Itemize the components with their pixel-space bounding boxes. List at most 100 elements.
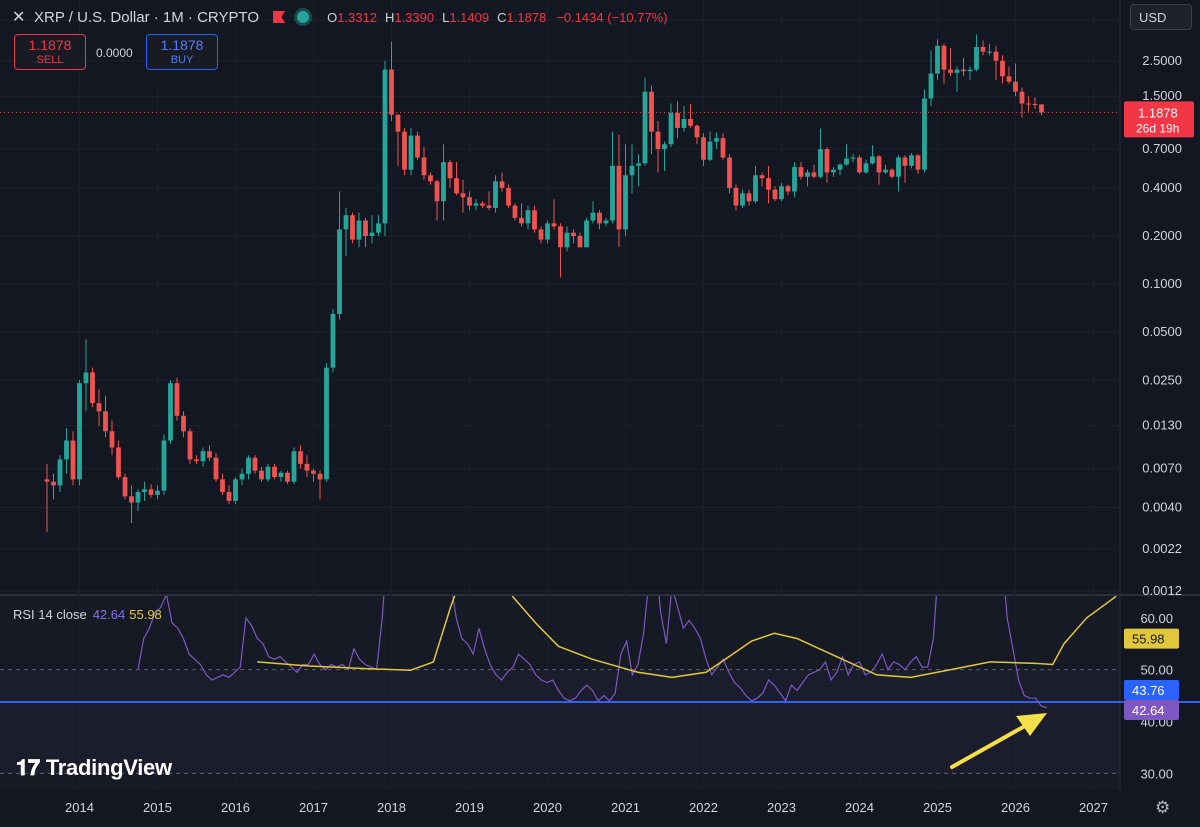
gear-icon[interactable]: ⚙	[1155, 798, 1171, 817]
candle-body	[408, 135, 414, 170]
symbol-title[interactable]: XRP / U.S. Dollar · 1M · CRYPTO	[34, 8, 260, 26]
candle-body	[974, 46, 979, 70]
candle-body	[655, 131, 661, 150]
rsi-line	[137, 596, 1048, 709]
candle-body	[993, 51, 999, 61]
candle-body	[415, 135, 420, 158]
candle-body	[772, 189, 778, 200]
candle-body	[610, 165, 615, 221]
candle-body	[857, 157, 862, 173]
candle-body	[727, 157, 732, 188]
price-tick-label: 0.7000	[1142, 141, 1182, 156]
candle-body	[473, 203, 479, 206]
candle-body	[597, 212, 602, 224]
candle-body	[545, 223, 550, 240]
price-tick-label: 0.2000	[1142, 228, 1182, 243]
candle-body	[519, 217, 524, 224]
candle-body	[376, 223, 381, 233]
candle-body	[720, 138, 726, 158]
brand-name: TradingView	[45, 755, 172, 780]
price-tick-label: 1.5000	[1142, 88, 1182, 103]
candle-body	[701, 137, 706, 160]
candle-body	[798, 167, 804, 177]
candle-body	[623, 175, 628, 230]
candle-body	[441, 162, 446, 202]
candle-body	[759, 175, 765, 179]
close-value: 1.1878	[506, 9, 547, 25]
candle-body	[252, 457, 258, 471]
price-tick-label: 0.0250	[1142, 372, 1182, 387]
candle-body	[824, 149, 830, 173]
sell-button[interactable]: 1.1878 SELL	[14, 34, 86, 70]
candle-body	[870, 156, 875, 164]
tradingview-logo[interactable]: 𝟏𝟕 TradingView	[16, 755, 172, 781]
low-value: 1.1409	[449, 9, 490, 25]
year-tick-label: 2023	[767, 800, 796, 815]
year-tick-label: 2016	[221, 800, 250, 815]
candle-body	[135, 492, 141, 503]
flag-icon[interactable]	[273, 11, 286, 23]
price-tick-label: 0.0012	[1142, 583, 1182, 598]
candle-body	[941, 45, 947, 70]
candle-body	[389, 69, 394, 115]
year-tick-label: 2014	[65, 800, 94, 815]
year-tick-label: 2025	[923, 800, 952, 815]
candle-body	[96, 403, 102, 412]
sell-label: SELL	[36, 54, 64, 66]
candle-body	[551, 223, 557, 227]
rsi-tick-label: 50.00	[1140, 663, 1173, 678]
candle-body	[831, 169, 836, 173]
candle-body	[246, 457, 251, 474]
candle-body	[785, 186, 791, 192]
candle-body	[876, 156, 882, 173]
candle-body	[753, 175, 758, 202]
candle-body	[844, 158, 849, 165]
candle-body	[564, 232, 570, 248]
price-tick-label: 0.0500	[1142, 324, 1182, 339]
candle-body	[662, 144, 667, 150]
candle-body	[616, 165, 622, 230]
candle-body	[291, 451, 297, 482]
buy-button[interactable]: 1.1878 BUY	[146, 34, 218, 70]
candle-body	[330, 314, 336, 368]
rsi-level-tag-bg	[1124, 680, 1179, 701]
rsi-band-fill	[0, 669, 1120, 774]
buy-label: BUY	[170, 54, 194, 66]
candle-body	[187, 431, 193, 460]
candle-body	[272, 466, 277, 478]
candle-body	[213, 457, 219, 480]
candle-body	[1006, 76, 1012, 82]
candle-body	[948, 69, 953, 73]
rsi-ma-tag-bg	[1124, 628, 1179, 649]
candle-body	[896, 157, 901, 177]
change-value: −0.1434 (−10.77%)	[556, 9, 668, 25]
candle-body	[57, 459, 63, 486]
candle-body	[369, 232, 375, 237]
candle-body	[285, 472, 290, 482]
year-tick-label: 2019	[455, 800, 484, 815]
candle-body	[181, 415, 186, 432]
rsi-legend[interactable]: RSI 14 close 42.64 55.98	[13, 607, 162, 622]
candle-body	[194, 459, 199, 462]
candle-body	[324, 367, 329, 480]
candle-body	[590, 212, 596, 221]
candle-body	[298, 451, 303, 464]
close-label: C	[497, 9, 507, 25]
candle-body	[64, 440, 69, 460]
candle-body	[961, 69, 966, 72]
candle-body	[395, 114, 401, 132]
candle-body	[707, 141, 713, 160]
close-icon[interactable]: ✕	[12, 9, 26, 26]
candle-body	[207, 451, 212, 458]
candle-body	[1000, 60, 1005, 77]
rsi-value-tag: 42.64	[1132, 703, 1165, 718]
rsi-level-tag: 43.76	[1132, 683, 1165, 698]
candle-body	[694, 125, 700, 138]
candle-body	[532, 210, 537, 230]
candle-body	[83, 372, 89, 384]
candle-body	[317, 473, 323, 480]
year-tick-label: 2018	[377, 800, 406, 815]
currency-selector[interactable]: USD	[1130, 4, 1192, 30]
market-status-icon[interactable]	[297, 11, 310, 23]
